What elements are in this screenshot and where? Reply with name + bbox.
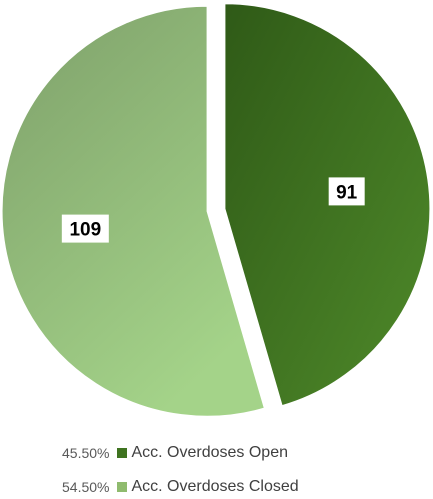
data-label-box-open — [328, 177, 365, 206]
legend-label-closed: Acc. Overdoses Closed — [131, 478, 299, 495]
data-label-closed: 109 — [69, 220, 101, 241]
pie-slice-closed — [1, 5, 265, 417]
legend-item-open: 45.50% Acc. Overdoses Open — [62, 443, 288, 463]
legend-percent-closed: 54.50% — [62, 479, 110, 495]
legend-percent-open: 45.50% — [62, 445, 110, 461]
data-label-box-closed — [61, 214, 109, 243]
pie-chart: 91 109 — [1, 3, 431, 417]
legend-label-open: Acc. Overdoses Open — [131, 444, 288, 461]
legend-item-closed: 54.50% Acc. Overdoses Closed — [62, 477, 299, 497]
data-label-open: 91 — [336, 182, 358, 203]
legend-swatch-open — [117, 448, 128, 458]
legend-swatch-closed — [117, 482, 128, 492]
pie-slice-open — [224, 3, 431, 407]
